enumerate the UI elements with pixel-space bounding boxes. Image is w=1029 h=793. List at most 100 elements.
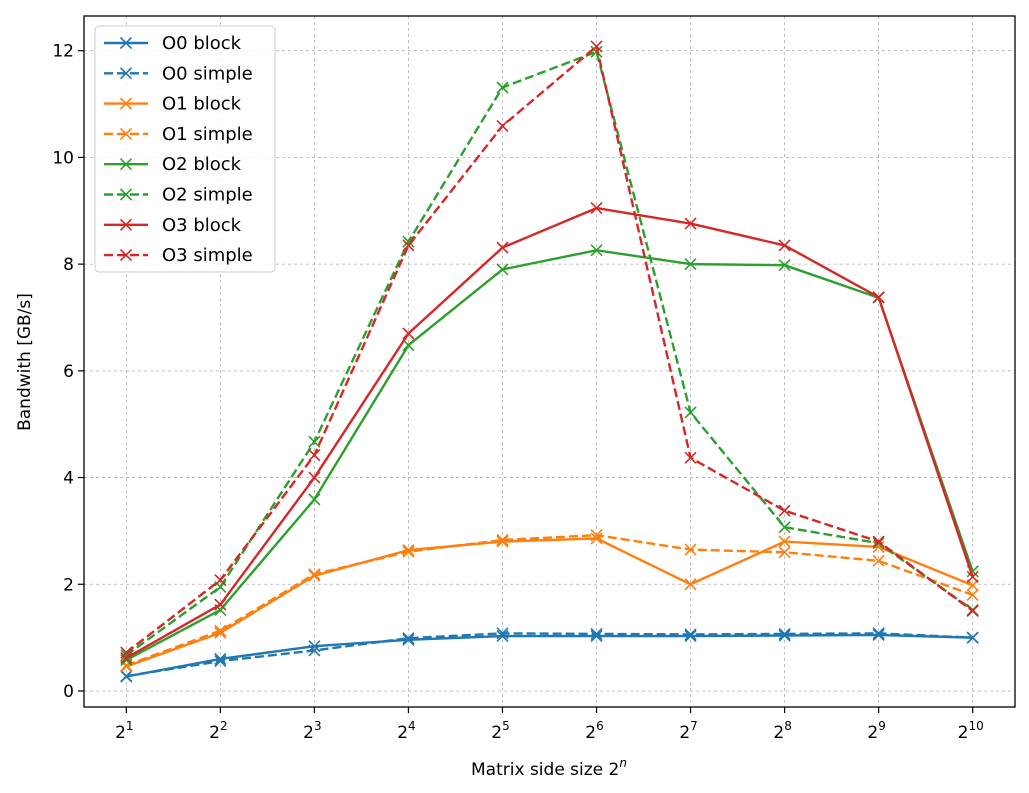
series-o3-block: [120, 202, 979, 664]
legend-marker-o2-simple: [119, 188, 133, 201]
data-point-o3-block: [214, 598, 227, 611]
data-point-o3-simple: [496, 119, 509, 132]
legend-label-o2-simple: O2 simple: [162, 185, 253, 206]
legend-item-o1-block: O1 block: [104, 94, 242, 115]
x-tick-label: 26: [585, 719, 603, 743]
legend-label-o1-simple: O1 simple: [162, 124, 253, 145]
legend-item-o0-simple: O0 simple: [104, 63, 253, 84]
legend-marker-o3-block: [119, 218, 133, 231]
data-point-o3-block: [872, 291, 885, 304]
data-point-o1-block: [966, 579, 979, 592]
data-point-o1-simple: [214, 624, 227, 637]
legend-item-o3-block: O3 block: [104, 215, 242, 236]
data-point-o0-simple: [872, 627, 885, 640]
data-point-o2-simple: [496, 81, 509, 94]
data-point-o1-block: [684, 578, 697, 591]
series-o1-simple: [120, 529, 979, 672]
series-line-o2-block: [125, 249, 974, 662]
x-tick-label-exponent: 3: [314, 719, 322, 733]
series-o3-simple: [120, 40, 979, 659]
x-tick-label-exponent: 6: [596, 719, 604, 733]
x-tick-label-base: 2: [773, 723, 784, 743]
data-point-o0-block: [590, 629, 603, 643]
legend-item-o0-block: O0 block: [104, 33, 242, 54]
series-layer: [120, 40, 979, 683]
legend-label-o1-block: O1 block: [162, 94, 242, 115]
legend-box: [94, 25, 276, 273]
data-point-o3-block: [684, 217, 697, 230]
data-point-o3-simple: [778, 504, 791, 517]
data-point-o0-simple: [308, 644, 321, 657]
x-axis-label-text: Matrix side size 2: [471, 760, 619, 780]
legend-label-o3-simple: O3 simple: [162, 245, 253, 266]
data-point-o1-simple: [496, 533, 509, 547]
data-point-o3-block: [966, 570, 979, 583]
data-point-o2-simple: [120, 649, 133, 662]
series-o0-simple: [120, 627, 979, 683]
legend-item-o2-block: O2 block: [104, 154, 242, 175]
x-tick-label-base: 2: [115, 723, 126, 743]
legend-item-o2-simple: O2 simple: [104, 185, 253, 206]
x-tick-label: 28: [773, 719, 791, 743]
data-point-o2-block: [496, 263, 509, 276]
x-tick-label-base: 2: [867, 723, 878, 743]
legend-item-o3-simple: O3 simple: [104, 245, 253, 266]
x-tick-label-base: 2: [303, 723, 314, 743]
data-point-o2-block: [778, 259, 791, 272]
data-point-o2-simple: [308, 435, 321, 448]
y-tick-label: 4: [63, 469, 74, 489]
data-point-o0-block: [778, 629, 791, 642]
x-axis-label-exponent: n: [619, 756, 627, 770]
data-point-o3-simple: [120, 646, 133, 659]
legend: O0 block O0 simple O1 block O1 simple O2 blo…: [94, 25, 276, 273]
data-point-o0-simple: [496, 627, 509, 640]
data-point-o1-simple: [684, 543, 697, 556]
y-tick-label: 12: [52, 42, 74, 62]
series-o1-block: [120, 532, 979, 673]
data-point-o1-simple: [778, 546, 791, 559]
data-point-o3-simple: [872, 535, 885, 548]
legend-marker-o0-block: [119, 36, 133, 50]
plot-frame: [83, 15, 1016, 708]
series-line-o2-simple: [125, 50, 974, 657]
data-point-o3-block: [590, 202, 603, 215]
data-point-o1-block: [778, 535, 791, 548]
data-point-o0-simple: [402, 632, 415, 645]
x-tick-label-exponent: 4: [408, 719, 416, 733]
legend-label-o3-block: O3 block: [162, 215, 242, 236]
data-point-o3-block: [120, 651, 133, 664]
data-point-o3-block: [496, 241, 509, 254]
x-tick-label-exponent: 9: [878, 719, 886, 733]
x-tick-label-base: 2: [958, 723, 969, 743]
x-tick-label: 210: [958, 719, 984, 743]
data-point-o0-simple: [120, 669, 133, 683]
x-tick-label-base: 2: [397, 723, 408, 743]
data-point-o2-simple: [684, 406, 697, 419]
data-point-o1-simple: [590, 529, 603, 542]
series-line-o1-simple: [125, 533, 974, 667]
data-point-o2-simple: [778, 521, 791, 534]
x-tick-label-base: 2: [209, 723, 220, 743]
x-tick-label-exponent: 1: [126, 719, 134, 733]
data-point-o3-block: [308, 471, 321, 484]
data-point-o2-block: [590, 244, 603, 257]
data-point-o3-simple: [308, 449, 321, 462]
data-point-o0-simple: [966, 631, 979, 644]
legend-label-o0-simple: O0 simple: [162, 63, 253, 84]
legend-label-o2-block: O2 block: [162, 154, 242, 175]
y-tick-label: 10: [52, 148, 74, 168]
x-tick-label-exponent: 2: [220, 719, 228, 733]
x-tick-label-exponent: 10: [968, 719, 983, 733]
y-tick-label: 0: [63, 682, 74, 702]
x-tick-label: 22: [209, 719, 227, 743]
x-tick-label: 21: [115, 719, 133, 743]
data-point-o0-simple: [214, 655, 227, 668]
data-point-o0-simple: [778, 627, 791, 640]
data-point-o0-simple: [684, 628, 697, 641]
x-tick-label: 27: [679, 719, 697, 743]
data-point-o1-block: [496, 535, 509, 548]
x-tick-label: 23: [303, 719, 321, 743]
x-tick-label: 29: [867, 719, 885, 743]
data-point-o3-block: [778, 239, 791, 252]
